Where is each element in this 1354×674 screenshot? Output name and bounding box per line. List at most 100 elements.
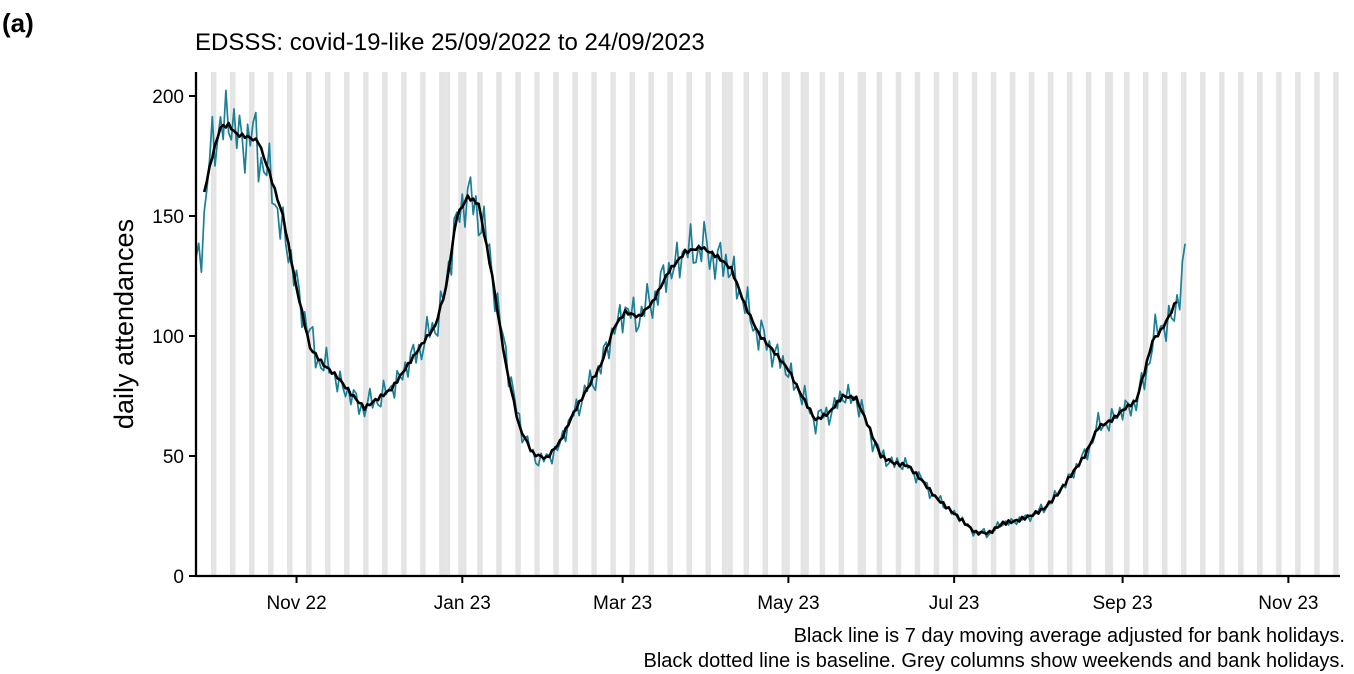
y-axis-ticks: 0 50 100 150 200 — [152, 87, 196, 588]
grey-column — [363, 72, 366, 576]
grey-column — [1104, 72, 1108, 576]
y-axis-label: daily attendances — [109, 219, 139, 429]
grey-column — [1088, 72, 1092, 576]
grey-column — [1257, 72, 1260, 576]
grey-column — [708, 72, 711, 576]
grey-column — [270, 72, 274, 576]
x-tick-label: Mar 23 — [593, 593, 652, 614]
grey-column — [1126, 72, 1130, 576]
grey-column — [613, 72, 616, 576]
caption-line-2: Black dotted line is baseline. Grey colu… — [643, 650, 1345, 672]
grey-column — [648, 72, 652, 576]
y-tick-label: 0 — [173, 567, 184, 588]
grey-column — [787, 72, 790, 576]
grey-column — [444, 72, 448, 576]
grey-column — [401, 72, 404, 576]
grey-column — [463, 72, 467, 576]
grey-column — [784, 72, 788, 576]
grey-column — [1181, 72, 1184, 576]
grey-column — [727, 72, 731, 576]
chart-title: EDSSS: covid-19-like 25/09/2022 to 24/09… — [195, 29, 705, 56]
grey-column — [289, 72, 293, 576]
grey-column — [1316, 72, 1320, 576]
grey-column — [384, 72, 388, 576]
grey-column — [860, 72, 864, 576]
x-tick-label: Nov 23 — [1258, 593, 1318, 614]
grey-column — [1028, 72, 1032, 576]
grey-column — [248, 72, 252, 576]
grey-column — [1009, 72, 1013, 576]
y-tick-label: 100 — [152, 327, 184, 348]
grey-column — [879, 72, 883, 576]
grey-column — [287, 72, 290, 576]
grey-column — [746, 72, 750, 576]
grey-column — [591, 72, 595, 576]
x-tick-label: Jul 23 — [929, 593, 980, 614]
grey-column — [651, 72, 654, 576]
grey-column — [1219, 72, 1222, 576]
grey-column — [306, 72, 309, 576]
x-axis-ticks: Nov 22 Jan 23 Mar 23 May 23 Jul 23 Sep 23 Nov … — [266, 576, 1318, 614]
x-tick-label: Nov 22 — [266, 593, 326, 614]
grey-column — [1050, 72, 1054, 576]
grey-column — [819, 72, 823, 576]
grey-column — [1162, 72, 1165, 576]
grey-column — [800, 72, 804, 576]
grey-column — [1202, 72, 1206, 576]
grey-column — [765, 72, 769, 576]
grey-column — [1085, 72, 1089, 576]
grey-column — [610, 72, 614, 576]
grey-column — [382, 72, 385, 576]
grey-column — [1031, 72, 1035, 576]
grey-column — [594, 72, 597, 576]
grey-column — [857, 72, 861, 576]
grey-column — [721, 72, 725, 576]
grey-column — [762, 72, 766, 576]
grey-column — [689, 72, 692, 576]
plot-lines — [195, 89, 1186, 539]
grey-column — [914, 72, 918, 576]
grey-column — [1295, 72, 1298, 576]
grey-column — [572, 72, 576, 576]
grey-column — [686, 72, 690, 576]
grey-column — [838, 72, 842, 576]
grey-column — [743, 72, 747, 576]
grey-column — [1183, 72, 1187, 576]
moving-average-line — [202, 121, 1178, 536]
x-tick-label: May 23 — [757, 593, 819, 614]
grey-column — [724, 72, 728, 576]
grey-column — [955, 72, 959, 576]
grey-column — [496, 72, 500, 576]
grey-column — [327, 72, 331, 576]
grey-column — [1107, 72, 1111, 576]
grey-column — [403, 72, 407, 576]
grey-columns — [194, 72, 1339, 576]
x-tick-label: Jan 23 — [434, 593, 491, 614]
y-tick-label: 150 — [152, 207, 184, 228]
grey-column — [667, 72, 671, 576]
grey-column — [629, 72, 633, 576]
y-tick-label: 200 — [152, 87, 184, 108]
grey-column — [863, 72, 866, 576]
grey-column — [1276, 72, 1279, 576]
grey-column — [1333, 72, 1336, 576]
grey-column — [1145, 72, 1149, 576]
grey-column — [1123, 72, 1127, 576]
grey-column — [1066, 72, 1070, 576]
grey-column — [346, 72, 350, 576]
grey-column — [1221, 72, 1225, 576]
grey-column — [1297, 72, 1301, 576]
grey-column — [556, 72, 559, 576]
grey-column — [1200, 72, 1203, 576]
grey-column — [1314, 72, 1317, 576]
grey-column — [210, 72, 214, 576]
grey-column — [974, 72, 978, 576]
grey-column — [422, 72, 426, 576]
panel-label: (a) — [2, 8, 34, 38]
grey-column — [917, 72, 921, 576]
grey-column — [232, 72, 236, 576]
grey-column — [803, 72, 807, 576]
grey-column — [781, 72, 785, 576]
grey-column — [670, 72, 673, 576]
grey-column — [936, 72, 940, 576]
